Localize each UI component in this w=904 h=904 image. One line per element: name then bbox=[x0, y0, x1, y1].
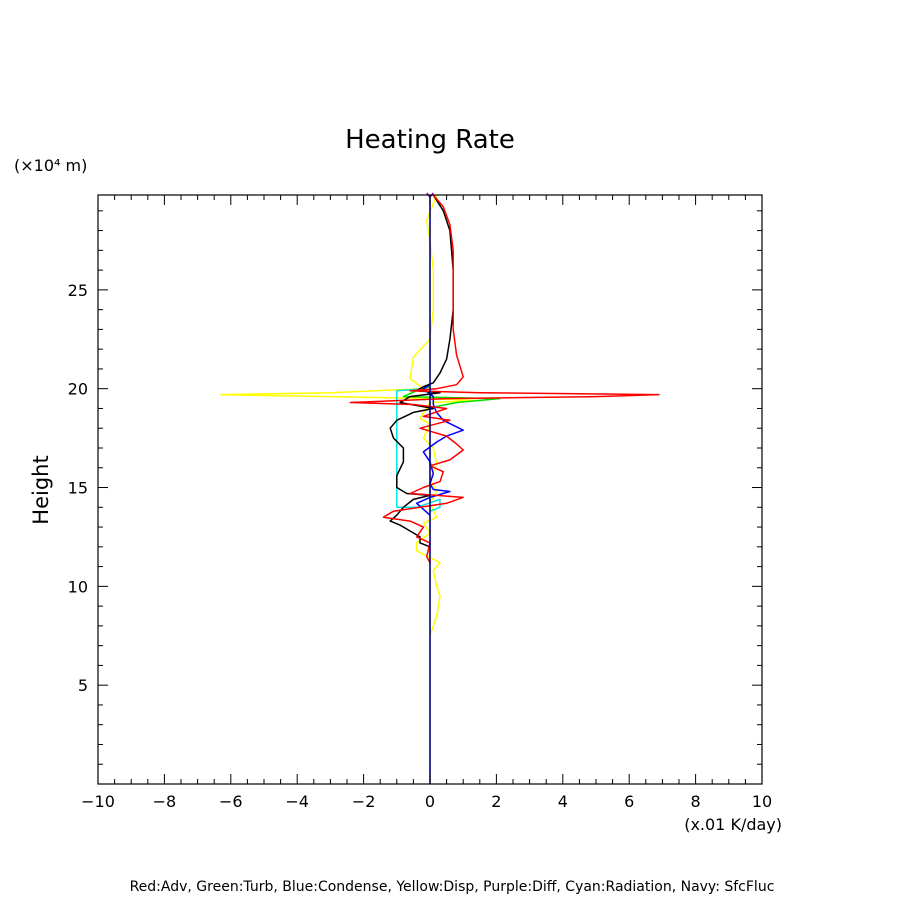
x-tick-label: 6 bbox=[624, 792, 634, 811]
series-line-disp bbox=[220, 194, 481, 637]
x-tick-label: 8 bbox=[691, 792, 701, 811]
y-unit-label: (×10⁴ m) bbox=[14, 156, 87, 175]
x-tick-label: −6 bbox=[219, 792, 243, 811]
plot-frame bbox=[97, 194, 763, 785]
legend-text: Red:Adv, Green:Turb, Blue:Condense, Yell… bbox=[130, 879, 775, 895]
series-line-adv bbox=[349, 194, 660, 563]
y-axis-label: Height bbox=[29, 455, 53, 524]
x-tick-label: 2 bbox=[491, 792, 501, 811]
x-tick-label: −4 bbox=[285, 792, 309, 811]
x-tick-label: 10 bbox=[752, 792, 772, 811]
y-tick-label: 20 bbox=[68, 380, 88, 399]
chart-title: Heating Rate bbox=[345, 125, 515, 155]
x-tick-label: −2 bbox=[352, 792, 376, 811]
x-tick-label: 4 bbox=[558, 792, 568, 811]
x-tick-label: −10 bbox=[81, 792, 115, 811]
y-tick-label: 10 bbox=[68, 577, 88, 596]
y-tick-label: 15 bbox=[68, 479, 88, 498]
x-tick-label: 0 bbox=[425, 792, 435, 811]
axis-layer: −10 −8 −6 −4 −2 0 2 4 6 8 10 5 10 15 20 25 bbox=[68, 195, 772, 811]
x-unit-label: (x.01 K/day) bbox=[684, 815, 782, 834]
y-tick-label: 5 bbox=[78, 676, 88, 695]
y-tick-label: 25 bbox=[68, 281, 88, 300]
x-tick-label: −8 bbox=[153, 792, 177, 811]
series-layer bbox=[220, 192, 660, 784]
